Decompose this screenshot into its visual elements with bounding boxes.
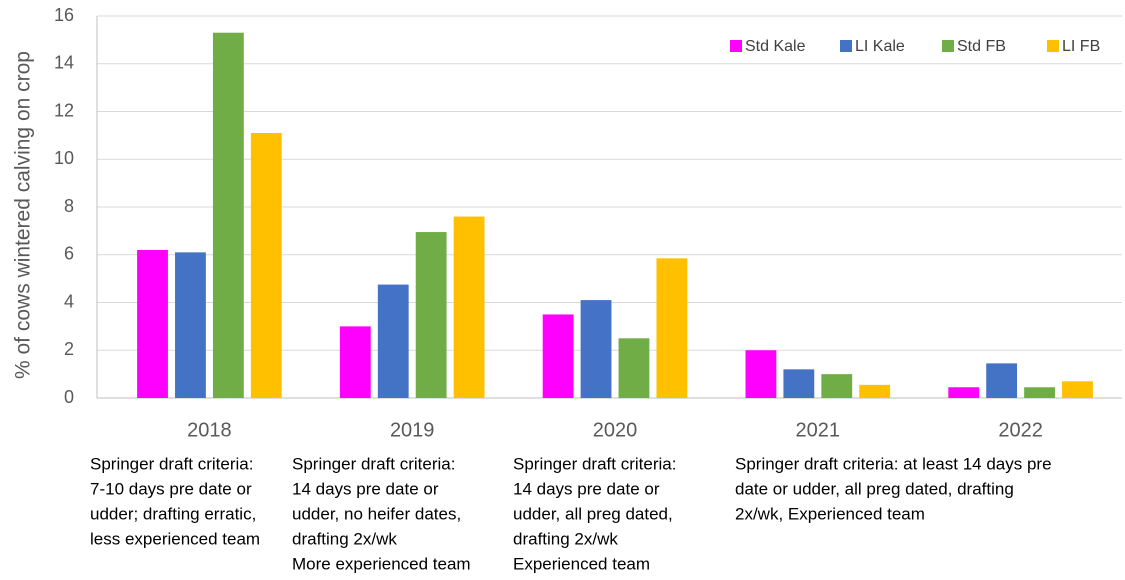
annotation-line: less experienced team [90, 529, 260, 548]
legend-label: Std Kale [745, 38, 806, 55]
annotation-line: Springer draft criteria: [90, 454, 253, 473]
legend-swatch [1047, 40, 1059, 52]
annotation-line: udder, all preg dated, [513, 504, 673, 523]
annotation-line: date or udder, all preg dated, drafting [735, 479, 1014, 498]
y-tick-label: 2 [64, 339, 74, 359]
annotation-line: Springer draft criteria: [292, 454, 455, 473]
y-axis-label: % of cows wintered calving on crop [12, 51, 35, 379]
y-tick-label: 8 [64, 196, 74, 216]
annotation-line: 2x/wk, Experienced team [735, 504, 925, 523]
y-tick-label: 14 [54, 53, 74, 73]
y-tick-label: 12 [54, 100, 74, 120]
annotation-line: 7-10 days pre date or [90, 479, 252, 498]
bar [580, 300, 612, 398]
x-tick-label: 2020 [593, 419, 638, 441]
legend-swatch [942, 40, 954, 52]
bar [948, 387, 980, 398]
legend-swatch [840, 40, 852, 52]
legend-swatch [730, 40, 742, 52]
y-tick-label: 16 [54, 5, 74, 25]
y-tick-label: 6 [64, 244, 74, 264]
bar [542, 314, 574, 398]
x-tick-label: 2019 [390, 419, 435, 441]
bar [821, 374, 853, 398]
bar [415, 232, 447, 398]
annotation-line: Experienced team [513, 554, 650, 573]
legend-label: Std FB [957, 38, 1006, 55]
legend-label: LI Kale [855, 38, 905, 55]
bar [1024, 387, 1055, 398]
annotation-line: udder, no heifer dates, [292, 504, 461, 523]
y-tick-label: 10 [54, 148, 74, 168]
legend-label: LI FB [1062, 38, 1100, 55]
x-tick-label: 2018 [187, 419, 232, 441]
bar [137, 249, 168, 398]
bar [656, 258, 688, 398]
bar [618, 338, 650, 398]
bar [453, 216, 485, 398]
annotation-line: drafting 2x/wk [513, 529, 618, 548]
annotation-line: Springer draft criteria: [513, 454, 676, 473]
y-tick-label: 0 [64, 387, 74, 407]
annotation-line: drafting 2x/wk [292, 529, 397, 548]
annotation-line: udder; drafting erratic, [90, 504, 256, 523]
y-tick-label: 4 [64, 291, 74, 311]
bar [745, 350, 777, 398]
bar [250, 132, 282, 399]
annotation-line: 14 days pre date or [292, 479, 439, 498]
annotation-line: More experienced team [292, 554, 471, 573]
bar [1062, 381, 1093, 398]
annotation-line: Springer draft criteria: at least 14 day… [735, 454, 1052, 473]
bar [986, 363, 1018, 398]
bar [339, 326, 371, 398]
bar [783, 369, 815, 398]
bar [175, 252, 206, 398]
bar [377, 284, 409, 398]
bar [212, 32, 244, 399]
bar [859, 384, 891, 398]
annotation-line: 14 days pre date or [513, 479, 660, 498]
x-tick-label: 2021 [796, 419, 841, 441]
x-tick-label: 2022 [998, 419, 1043, 441]
